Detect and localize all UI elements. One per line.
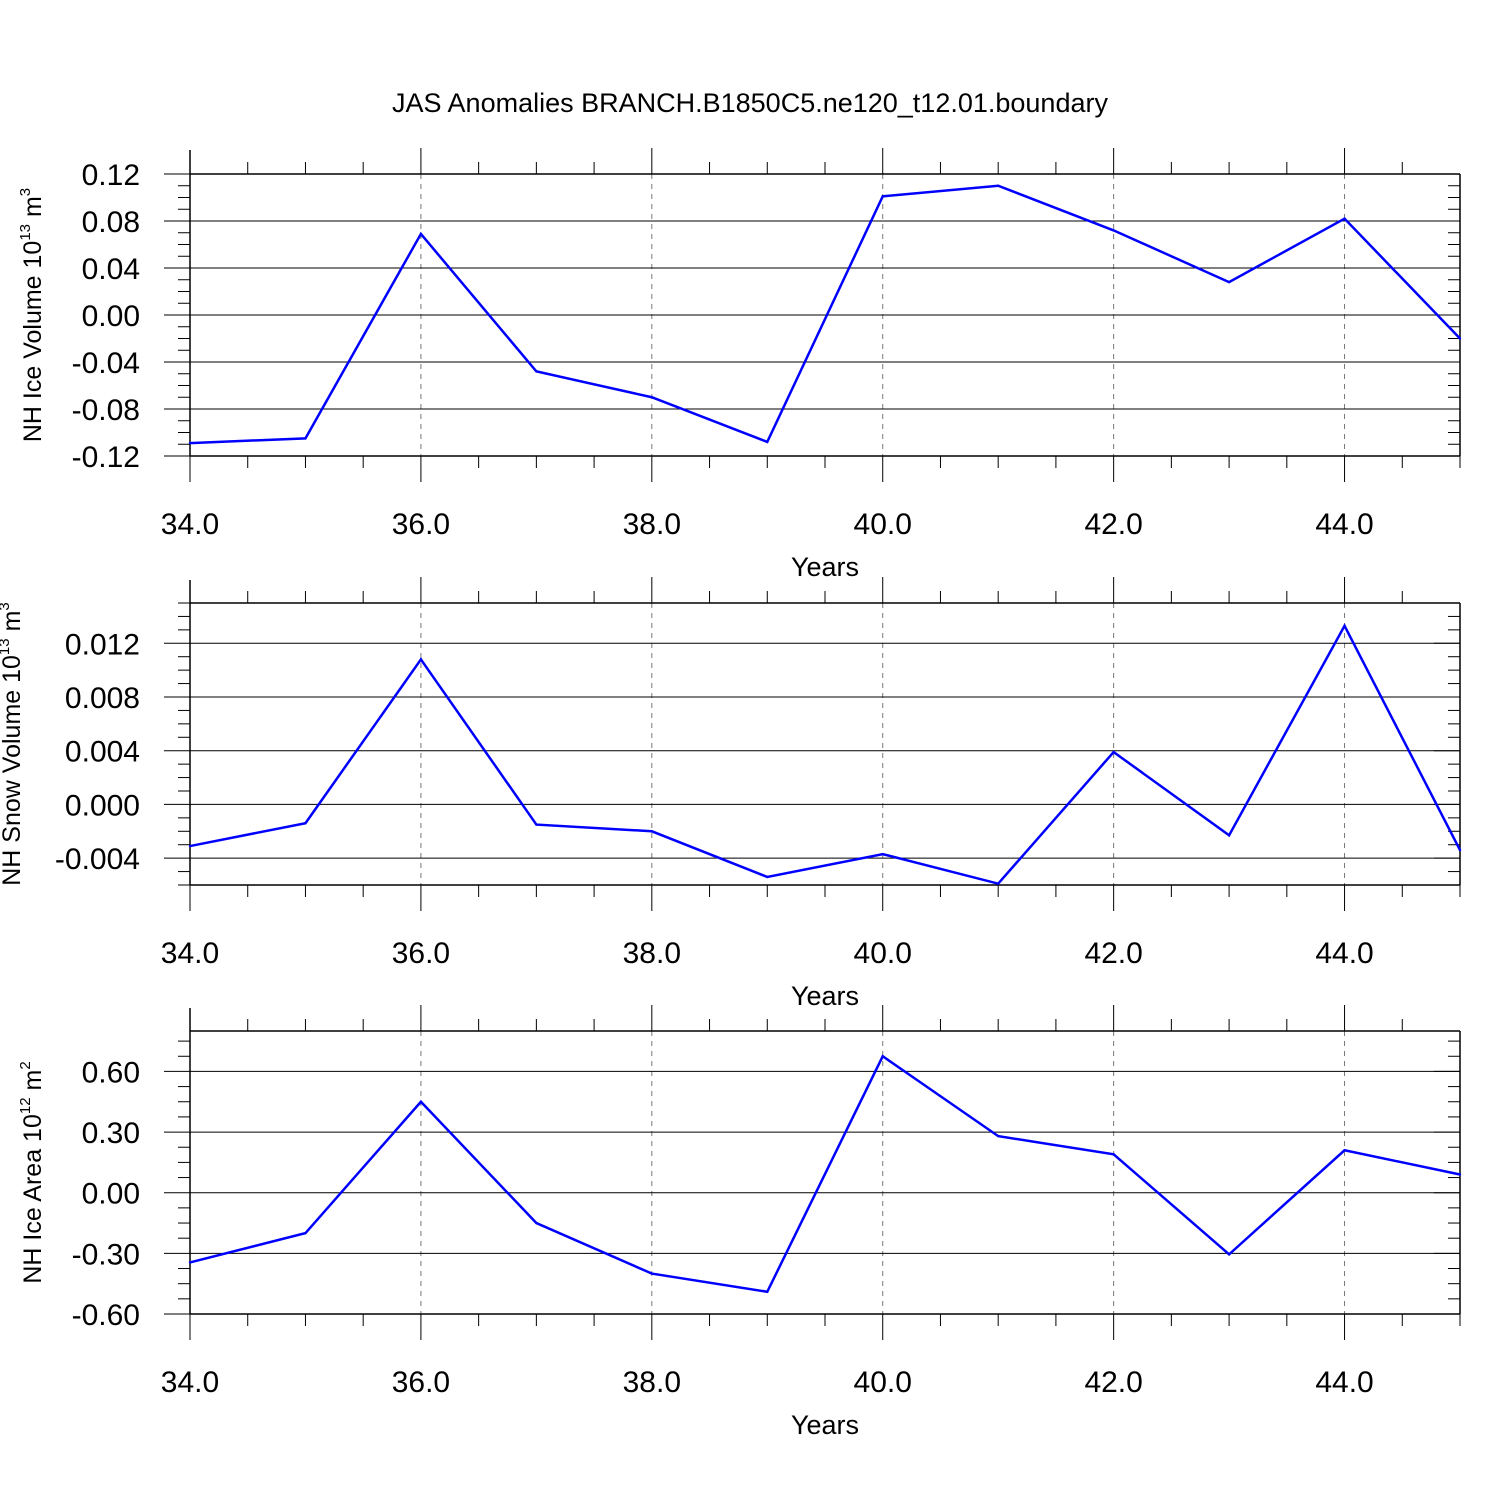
y-axis-label: NH Ice Area 1012 m2 [17,1061,47,1283]
y-axis-label-text: NH Ice Area 10 [19,1114,47,1284]
y-tick-label: -0.30 [72,1238,140,1271]
x-tick-label: 36.0 [392,937,450,970]
y-tick-label: 0.012 [65,628,140,661]
chart-panel-3: 0.60 0.30 0.00 -0.30 -0.60 34.0 36.0 38.0 40.0 42… [17,1005,1462,1440]
data-point [1458,1173,1462,1176]
x-axis-label: Years [791,552,859,582]
y-tick-label: -0.60 [72,1299,140,1332]
data-point [766,440,769,444]
x-tick-label: 42.0 [1084,937,1142,970]
y-axis-label-unit-exponent: 3 [0,602,13,610]
data-point [766,875,769,879]
data-point [188,1261,192,1264]
data-point [419,658,423,661]
x-tick-label: 36.0 [392,1366,450,1399]
data-point [535,823,538,826]
y-tick-label: 0.00 [82,300,140,333]
data-point [766,1290,769,1293]
x-axis-label: Years [791,1410,859,1440]
x-tick-label: 34.0 [161,508,219,541]
data-point [1112,1153,1115,1156]
x-tick-label: 40.0 [854,937,912,970]
data-point [650,1272,654,1275]
data-point [1227,280,1231,284]
y-axis-label-exponent: 12 [17,1097,34,1114]
data-point [188,844,192,848]
y-axis-label: NH Snow Volume 1013 m3 [0,602,26,886]
y-axis-label-unit: m [19,196,47,224]
y-axis-label-unit-exponent: 2 [17,1061,34,1069]
y-tick-label: 0.004 [65,736,140,769]
data-series-line [189,623,1462,886]
y-tick-label: 0.60 [82,1056,140,1089]
y-axis-label-text: NH Ice Volume 10 [19,241,47,443]
x-tick-label: 44.0 [1315,508,1373,541]
data-point [419,1100,423,1103]
data-point [535,370,538,373]
data-point [1343,1149,1346,1152]
data-point [1112,229,1115,232]
y-axis-label-exponent: 13 [17,224,34,241]
data-point [1458,848,1462,852]
data-point [304,437,307,440]
y-axis-label-unit-exponent: 3 [17,188,34,196]
data-point [996,882,1000,885]
y-tick-label: 0.00 [82,1178,140,1211]
y-axis-label: NH Ice Volume 1013 m3 [17,188,47,442]
x-tick-label: 38.0 [623,508,681,541]
x-tick-label: 44.0 [1315,1366,1373,1399]
data-point [304,822,307,825]
x-tick-label: 42.0 [1084,1366,1142,1399]
data-point [1343,217,1346,220]
y-axis-label-exponent: 13 [0,638,13,655]
data-point [188,441,192,445]
x-tick-label: 40.0 [854,508,912,541]
x-tick-label: 40.0 [854,1366,912,1399]
data-point [881,852,884,856]
y-tick-label: 0.30 [82,1117,140,1150]
y-tick-label: 0.008 [65,682,140,715]
data-point [881,1055,884,1058]
y-tick-label: 0.08 [82,206,140,239]
data-series-line [189,1054,1461,1294]
y-axis-label-unit: m [0,611,26,639]
data-point [419,232,423,236]
data-point [1343,624,1346,628]
y-tick-label: 0.04 [82,253,140,286]
figure-title: JAS Anomalies BRANCH.B1850C5.ne120_t12.0… [392,88,1108,118]
x-tick-label: 36.0 [392,508,450,541]
y-tick-label: -0.004 [55,843,140,876]
data-point [650,396,654,399]
data-point [650,830,654,833]
y-tick-label: -0.12 [72,441,140,474]
x-tick-label: 38.0 [623,1366,681,1399]
data-point [1227,1253,1231,1256]
data-point [304,1231,307,1235]
x-axis-label: Years [791,981,859,1011]
x-tick-label: 34.0 [161,937,219,970]
y-tick-label: -0.08 [72,394,140,427]
data-series-line [189,184,1461,445]
data-point [535,1221,538,1225]
chart-panel-2: 0.012 0.008 0.004 0.000 -0.004 34.0 36.0 38.0 40… [0,577,1462,1011]
y-tick-label: 0.12 [82,159,140,192]
data-point [881,195,884,198]
data-point [996,1134,1000,1138]
x-tick-label: 34.0 [161,1366,219,1399]
x-tick-label: 38.0 [623,937,681,970]
data-point [1458,337,1462,340]
y-axis-label-unit: m [19,1070,47,1098]
x-tick-label: 44.0 [1315,937,1373,970]
y-tick-label: 0.000 [65,789,140,822]
data-point [1227,834,1231,837]
data-point [996,184,1000,187]
data-point [1112,750,1115,754]
y-tick-label: -0.04 [72,347,140,380]
y-axis-label-text: NH Snow Volume 10 [0,655,26,886]
x-tick-label: 42.0 [1084,508,1142,541]
chart-panel-1: 0.12 0.08 0.04 0.00 -0.04 -0.08 -0.12 34.0 36.0 3… [17,148,1462,582]
